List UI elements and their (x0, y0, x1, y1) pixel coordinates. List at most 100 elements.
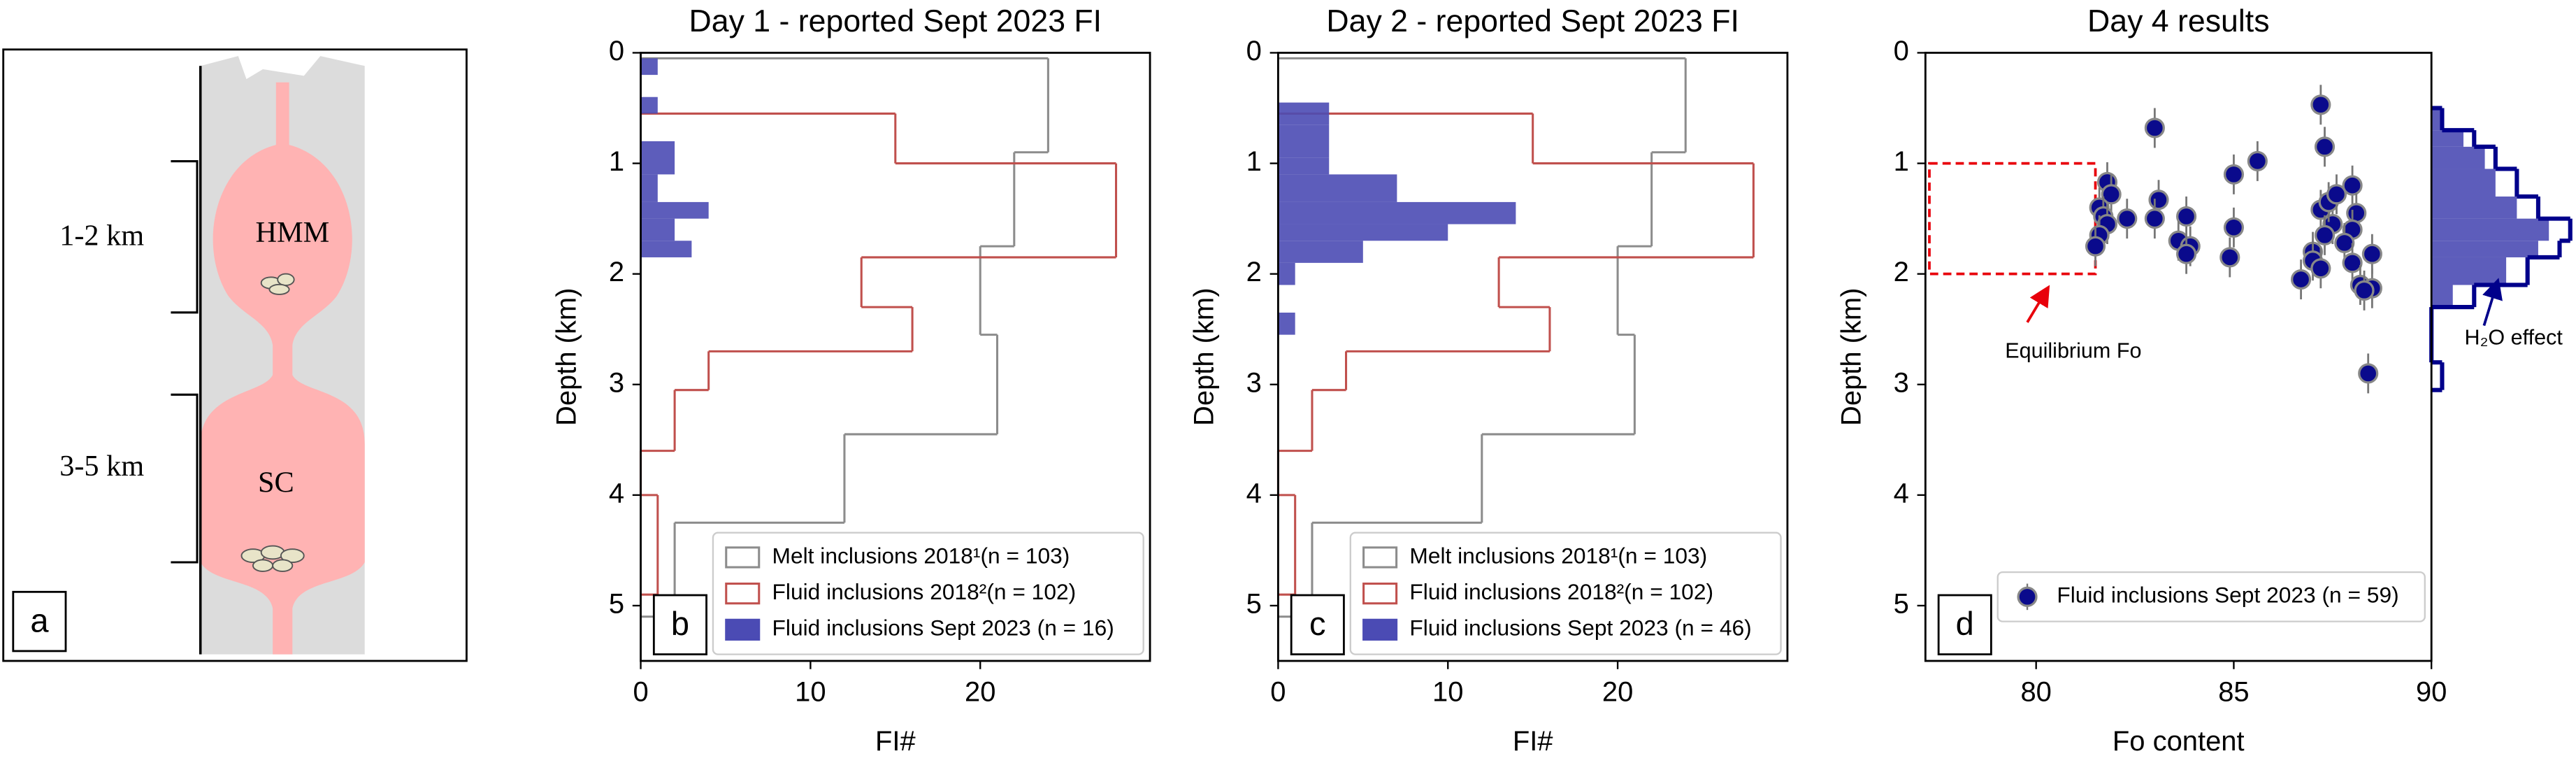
y-tick-label: 2 (609, 257, 624, 287)
histogram-bar (1278, 224, 1448, 241)
histogram-bar (1278, 241, 1363, 263)
y-tick-label: 1 (609, 146, 624, 177)
legend-box (1996, 571, 2426, 622)
equilibrium-box (1928, 162, 2097, 276)
legend-box (1349, 532, 1782, 655)
scatter-point (2310, 258, 2331, 279)
histogram-bar (2431, 241, 2538, 257)
legend-swatch (1362, 618, 1398, 641)
y-axis-label: Depth (km) (1836, 287, 1866, 426)
histogram-bar (2431, 257, 2507, 285)
y-tick-label: 2 (1894, 257, 1909, 287)
panel-label: a (30, 601, 49, 639)
chamber-label: HMM (255, 216, 329, 249)
legend-swatch (1362, 546, 1398, 569)
histogram-bar (1278, 124, 1330, 158)
panel-c: Day 2 - reported Sept 2023 FI FI# Depth (k… (1189, 4, 1789, 757)
scatter-point (2085, 236, 2106, 257)
legend-box (712, 532, 1144, 655)
panel-label: b (671, 605, 689, 642)
axes-frame (1924, 52, 2433, 662)
scatter-point (2247, 150, 2268, 171)
legend-label: Fluid inclusions 2018²(n = 102) (1409, 579, 1713, 604)
scatter-point (2148, 190, 2169, 211)
scatter-point (2358, 363, 2379, 384)
y-tick-label: 1 (1246, 146, 1262, 177)
x-tick-label: 20 (965, 677, 995, 708)
histogram-bar (2431, 108, 2442, 131)
histogram-bar (1278, 201, 1516, 224)
x-tick-label: 85 (2218, 677, 2249, 708)
x-axis-label: FI# (875, 726, 916, 757)
legend-swatch (725, 546, 761, 569)
y-axis-label: Depth (km) (1189, 287, 1220, 426)
y-tick-label: 3 (1246, 367, 1262, 398)
y-tick-label: 5 (609, 589, 624, 620)
legend-label: Fluid inclusions Sept 2023 (n = 16) (772, 615, 1114, 641)
legend-label: Fluid inclusions Sept 2023 (n = 46) (1409, 615, 1751, 641)
scatter-point (2346, 203, 2367, 224)
panel-label-box (1937, 594, 1992, 656)
y-axis-label: Depth (km) (552, 287, 582, 426)
scatter-point (2314, 136, 2336, 157)
scatter-point (2342, 252, 2363, 273)
y-tick-label: 4 (1894, 478, 1909, 508)
legend-label: Fluid inclusions 2018²(n = 102) (772, 579, 1077, 604)
histogram-bar (2431, 169, 2496, 197)
legend-swatch (1362, 583, 1398, 605)
legend-label: Melt inclusions 2018¹(n = 103) (772, 543, 1070, 568)
y-tick-label: 5 (1246, 589, 1262, 620)
magma-system (200, 82, 365, 655)
legend-label: Fluid inclusions Sept 2023 (n = 59) (2057, 583, 2398, 608)
y-tick-label: 4 (609, 478, 624, 508)
depth-label: 3-5 km (59, 450, 144, 483)
scatter-point (2223, 217, 2245, 238)
panel-d: Day 4 results Fo content Depth (km) 0 1 2 3 4 5 8… (1836, 4, 2573, 757)
histogram-bar (640, 201, 709, 219)
legend-swatch (725, 583, 761, 605)
panel-b: Day 1 - reported Sept 2023 FI FI# Depth (k… (552, 4, 1151, 757)
histogram-bar (640, 58, 658, 76)
legend-swatch (2017, 586, 2038, 607)
scatter-point (2176, 243, 2197, 264)
scatter-point (2310, 94, 2331, 115)
histogram-bar (2431, 146, 2485, 169)
axes-frame (1276, 52, 1789, 662)
panel-a: 1-2 km HMM 3-5 km SC a (2, 48, 468, 662)
y-tick-label: 2 (1246, 257, 1262, 287)
x-axis-label: Fo content (2113, 726, 2245, 757)
histogram-bar (640, 218, 675, 241)
histogram-bar (1278, 313, 1295, 335)
y-tick-label: 4 (1246, 478, 1262, 508)
chart-title: Day 1 - reported Sept 2023 FI (689, 4, 1102, 38)
x-axis-label: FI# (1513, 726, 1553, 757)
scatter-point (2354, 280, 2375, 301)
panel-label-box (1290, 594, 1345, 656)
scatter-point (2144, 117, 2165, 138)
histogram-bar (2431, 218, 2549, 241)
annotation-arrow (2482, 278, 2503, 327)
histogram-bar (2431, 197, 2517, 219)
annotation-arrow (2026, 285, 2050, 323)
histogram-bar (2431, 285, 2453, 308)
histogram-bar (1278, 262, 1295, 285)
panel-label: d (1956, 605, 1974, 642)
x-tick-label: 80 (2020, 677, 2051, 708)
scatter-point (2342, 175, 2363, 196)
scatter-point (2291, 269, 2312, 290)
chart-title: Day 4 results (2087, 4, 2270, 38)
scatter-point (2101, 184, 2122, 205)
legend-label: Melt inclusions 2018¹(n = 103) (1409, 543, 1707, 568)
panel-label-box (12, 590, 67, 653)
scatter-point (2176, 206, 2197, 227)
scatter-point (2334, 232, 2355, 253)
x-tick-label: 20 (1602, 677, 1633, 708)
panel-frame (2, 48, 468, 662)
histogram-bar (1278, 102, 1330, 125)
legend-swatch (725, 618, 761, 641)
scatter-point (2314, 224, 2336, 245)
scatter-point (2144, 208, 2165, 229)
bracket (171, 160, 199, 314)
y-tick-label: 5 (1894, 589, 1909, 620)
